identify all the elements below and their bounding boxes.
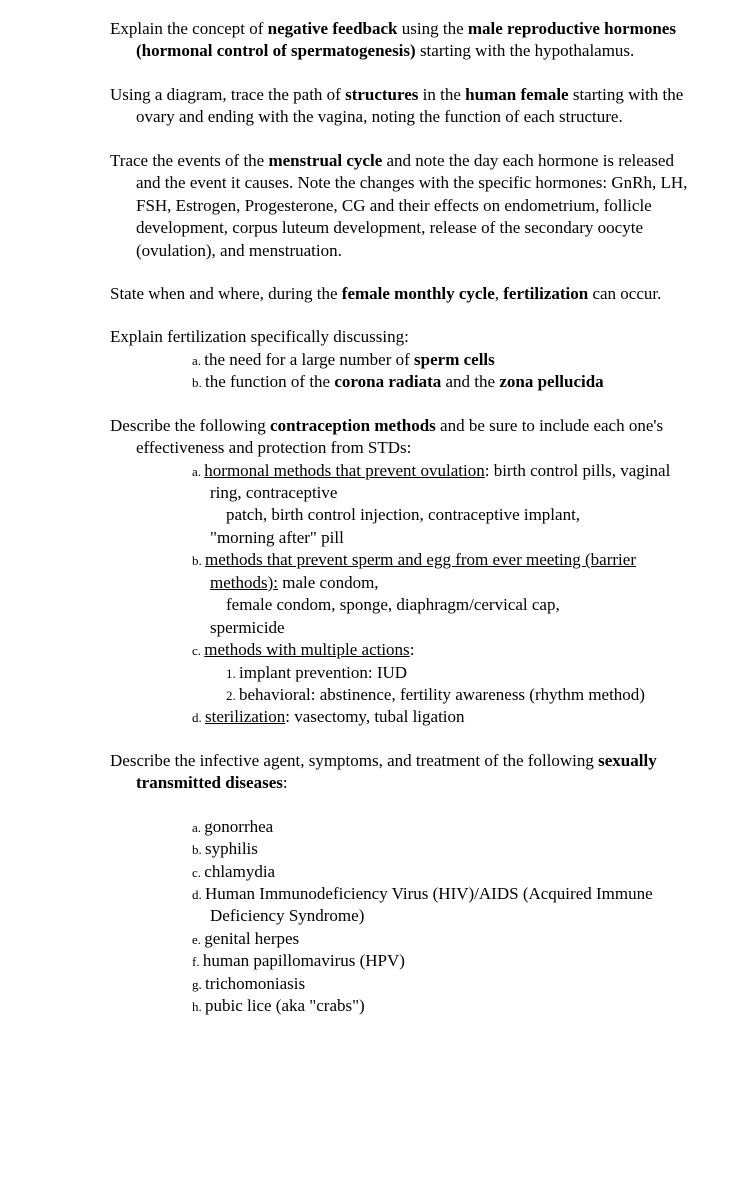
- list-marker: b.: [192, 842, 205, 857]
- text: :: [410, 640, 415, 659]
- text: Describe the following: [110, 416, 270, 435]
- text: the function of the: [205, 372, 334, 391]
- text: human papillomavirus (HPV): [203, 951, 405, 970]
- text: Explain fertilization specifically discu…: [110, 327, 409, 346]
- list-marker: c.: [192, 865, 204, 880]
- list-marker: a.: [192, 353, 204, 368]
- list-marker: a.: [192, 464, 204, 479]
- list-marker: b.: [192, 375, 205, 390]
- bold-text: fertilization: [503, 284, 588, 303]
- text: Human Immunodeficiency Virus (HIV)/AIDS …: [205, 884, 653, 925]
- text: Explain the concept of: [110, 19, 268, 38]
- text: gonorrhea: [204, 817, 273, 836]
- list-item: f. human papillomavirus (HPV): [192, 950, 691, 972]
- text: Describe the infective agent, symptoms, …: [110, 751, 598, 770]
- paragraph-fertilization-timing: State when and where, during the female …: [110, 283, 691, 305]
- text: syphilis: [205, 839, 258, 858]
- list-item: h. pubic lice (aka "crabs"): [192, 995, 691, 1017]
- text: genital herpes: [204, 929, 299, 948]
- list-marker: b.: [192, 553, 205, 568]
- text: the need for a large number of: [204, 350, 414, 369]
- text: male condom,: [278, 573, 379, 592]
- text: in the: [418, 85, 465, 104]
- text: ,: [495, 284, 504, 303]
- list-marker: 1.: [226, 666, 239, 681]
- continuation-text: patch, birth control injection, contrace…: [192, 504, 691, 526]
- list-item: g. trichomoniasis: [192, 973, 691, 995]
- paragraph-negative-feedback: Explain the concept of negative feedback…: [110, 18, 691, 63]
- list-item: b. syphilis: [192, 838, 691, 860]
- list-item: c. methods with multiple actions:: [192, 639, 691, 661]
- list-item: a. hormonal methods that prevent ovulati…: [192, 460, 691, 505]
- std-list: a. gonorrhea b. syphilis c. chlamydia d.…: [110, 816, 691, 1018]
- document-page: Explain the concept of negative feedback…: [0, 0, 751, 1200]
- list-item: b. the function of the corona radiata an…: [192, 371, 691, 393]
- text: can occur.: [588, 284, 661, 303]
- text: and the: [441, 372, 499, 391]
- list-marker: d.: [192, 710, 205, 725]
- list-marker: e.: [192, 932, 204, 947]
- bold-text: contraception methods: [270, 416, 436, 435]
- paragraph-contraception: Describe the following contraception met…: [110, 415, 691, 729]
- text: chlamydia: [204, 862, 275, 881]
- text: Trace the events of the: [110, 151, 268, 170]
- list-item: a. the need for a large number of sperm …: [192, 349, 691, 371]
- list-marker: d.: [192, 887, 205, 902]
- bold-text: structures: [345, 85, 418, 104]
- list-marker: f.: [192, 954, 203, 969]
- text: using the: [398, 19, 468, 38]
- sub-list: a. the need for a large number of sperm …: [136, 349, 691, 394]
- paragraph-fertilization-discuss: Explain fertilization specifically discu…: [110, 326, 691, 393]
- nested-list: 1. implant prevention: IUD 2. behavioral…: [192, 662, 691, 707]
- underline-text: hormonal methods that prevent ovulation: [204, 461, 484, 480]
- paragraph-female-structures: Using a diagram, trace the path of struc…: [110, 84, 691, 129]
- text: starting with the hypothalamus.: [416, 41, 635, 60]
- list-item: e. genital herpes: [192, 928, 691, 950]
- list-marker: h.: [192, 999, 205, 1014]
- continuation-text: "morning after" pill: [192, 527, 691, 549]
- bold-text: corona radiata: [334, 372, 441, 391]
- paragraph-stds-intro: Describe the infective agent, symptoms, …: [110, 750, 691, 795]
- text: pubic lice (aka "crabs"): [205, 996, 365, 1015]
- bold-text: sperm cells: [414, 350, 495, 369]
- text: implant prevention: IUD: [239, 663, 407, 682]
- text: trichomoniasis: [205, 974, 305, 993]
- continuation-text: spermicide: [192, 617, 691, 639]
- list-item: 2. behavioral: abstinence, fertility awa…: [226, 684, 691, 706]
- bold-text: negative feedback: [268, 19, 398, 38]
- list-marker: g.: [192, 977, 205, 992]
- bold-text: human female: [465, 85, 568, 104]
- text: behavioral: abstinence, fertility awaren…: [239, 685, 645, 704]
- list-marker: c.: [192, 643, 204, 658]
- bold-text: female monthly cycle: [342, 284, 495, 303]
- list-item: c. chlamydia: [192, 861, 691, 883]
- text: State when and where, during the: [110, 284, 342, 303]
- list-marker: 2.: [226, 688, 239, 703]
- underline-text: methods with multiple actions: [204, 640, 409, 659]
- text: :: [283, 773, 288, 792]
- list-item: b. methods that prevent sperm and egg fr…: [192, 549, 691, 594]
- list-item: a. gonorrhea: [192, 816, 691, 838]
- continuation-text: female condom, sponge, diaphragm/cervica…: [192, 594, 691, 616]
- list-marker: a.: [192, 820, 204, 835]
- list-item: 1. implant prevention: IUD: [226, 662, 691, 684]
- text: : vasectomy, tubal ligation: [285, 707, 464, 726]
- text: Using a diagram, trace the path of: [110, 85, 345, 104]
- paragraph-menstrual-cycle: Trace the events of the menstrual cycle …: [110, 150, 691, 262]
- list-item: d. sterilization: vasectomy, tubal ligat…: [192, 706, 691, 728]
- list-item: d. Human Immunodeficiency Virus (HIV)/AI…: [192, 883, 691, 928]
- underline-text: methods that prevent sperm and egg from …: [205, 550, 636, 591]
- bold-text: menstrual cycle: [268, 151, 382, 170]
- sub-list: a. hormonal methods that prevent ovulati…: [136, 460, 691, 729]
- underline-text: sterilization: [205, 707, 285, 726]
- bold-text: zona pellucida: [499, 372, 603, 391]
